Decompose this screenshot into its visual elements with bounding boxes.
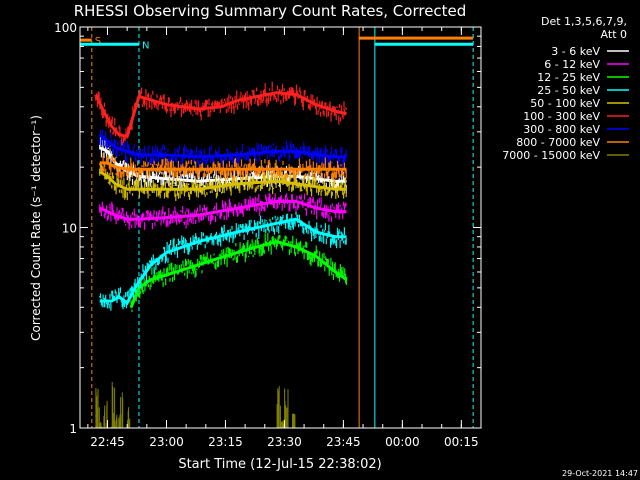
series-line-1 <box>99 199 347 221</box>
legend-label-3: 25 - 50 keV <box>537 84 600 97</box>
x-tick-label-1: 23:00 <box>149 435 184 449</box>
series-line-6 <box>98 133 347 159</box>
flag-label-0: S <box>95 36 101 47</box>
series-3 <box>99 212 347 311</box>
legend-label-0: 3 - 6 keV <box>551 45 600 58</box>
series-line-2 <box>129 240 348 308</box>
series-8 <box>95 381 296 428</box>
legend-label-2: 12 - 25 keV <box>537 71 600 84</box>
chart-title: RHESSI Observing Summary Count Rates, Co… <box>74 2 467 20</box>
x-tick-label-5: 00:00 <box>385 435 420 449</box>
legend-header-line-1: Det 1,3,5,6,7,9, <box>541 15 627 28</box>
legend-label-4: 50 - 100 keV <box>530 97 600 110</box>
flag-label-1: N <box>142 40 149 51</box>
series-line-5 <box>94 91 347 139</box>
series-7 <box>99 153 347 182</box>
series-line-4 <box>98 170 347 191</box>
x-tick-label-6: 00:15 <box>444 435 479 449</box>
series-1 <box>99 192 347 230</box>
series-6 <box>98 129 347 169</box>
legend-label-6: 300 - 800 keV <box>523 123 600 136</box>
series-line-7 <box>99 161 347 171</box>
x-tick-label-4: 23:45 <box>326 435 361 449</box>
x-tick-label-2: 23:15 <box>208 435 243 449</box>
legend-header-line-2: Att 0 <box>601 28 627 41</box>
series-4 <box>98 162 347 201</box>
legend-label-1: 6 - 12 keV <box>544 58 600 71</box>
y-tick-label-2: 100 <box>54 21 77 35</box>
x-axis-label: Start Time (12-Jul-15 22:38:02) <box>178 457 381 472</box>
series-5 <box>94 81 348 146</box>
x-tick-label-3: 23:30 <box>267 435 302 449</box>
series-line-3 <box>99 217 347 306</box>
legend-label-5: 100 - 300 keV <box>523 110 600 123</box>
footer-date: 29-Oct-2021 14:47 <box>562 469 638 478</box>
series-2 <box>129 233 348 312</box>
y-tick-label-1: 10 <box>62 222 77 236</box>
series-noise-6 <box>99 129 347 169</box>
legend-label-7: 800 - 7000 keV <box>516 136 600 149</box>
x-axis: 22:45 23:00 23:15 23:30 23:45 00:00 00:15 <box>87 27 482 449</box>
y-axis-label: Corrected Count Rate (s⁻¹ detector⁻¹) <box>29 115 43 341</box>
y-axis: 1 10 100 <box>54 21 481 436</box>
legend-label-8: 7000 - 15000 keV <box>502 149 600 162</box>
x-tick-label-0: 22:45 <box>90 435 125 449</box>
series-noise-8 <box>95 381 296 428</box>
y-tick-label-0: 1 <box>69 422 77 436</box>
